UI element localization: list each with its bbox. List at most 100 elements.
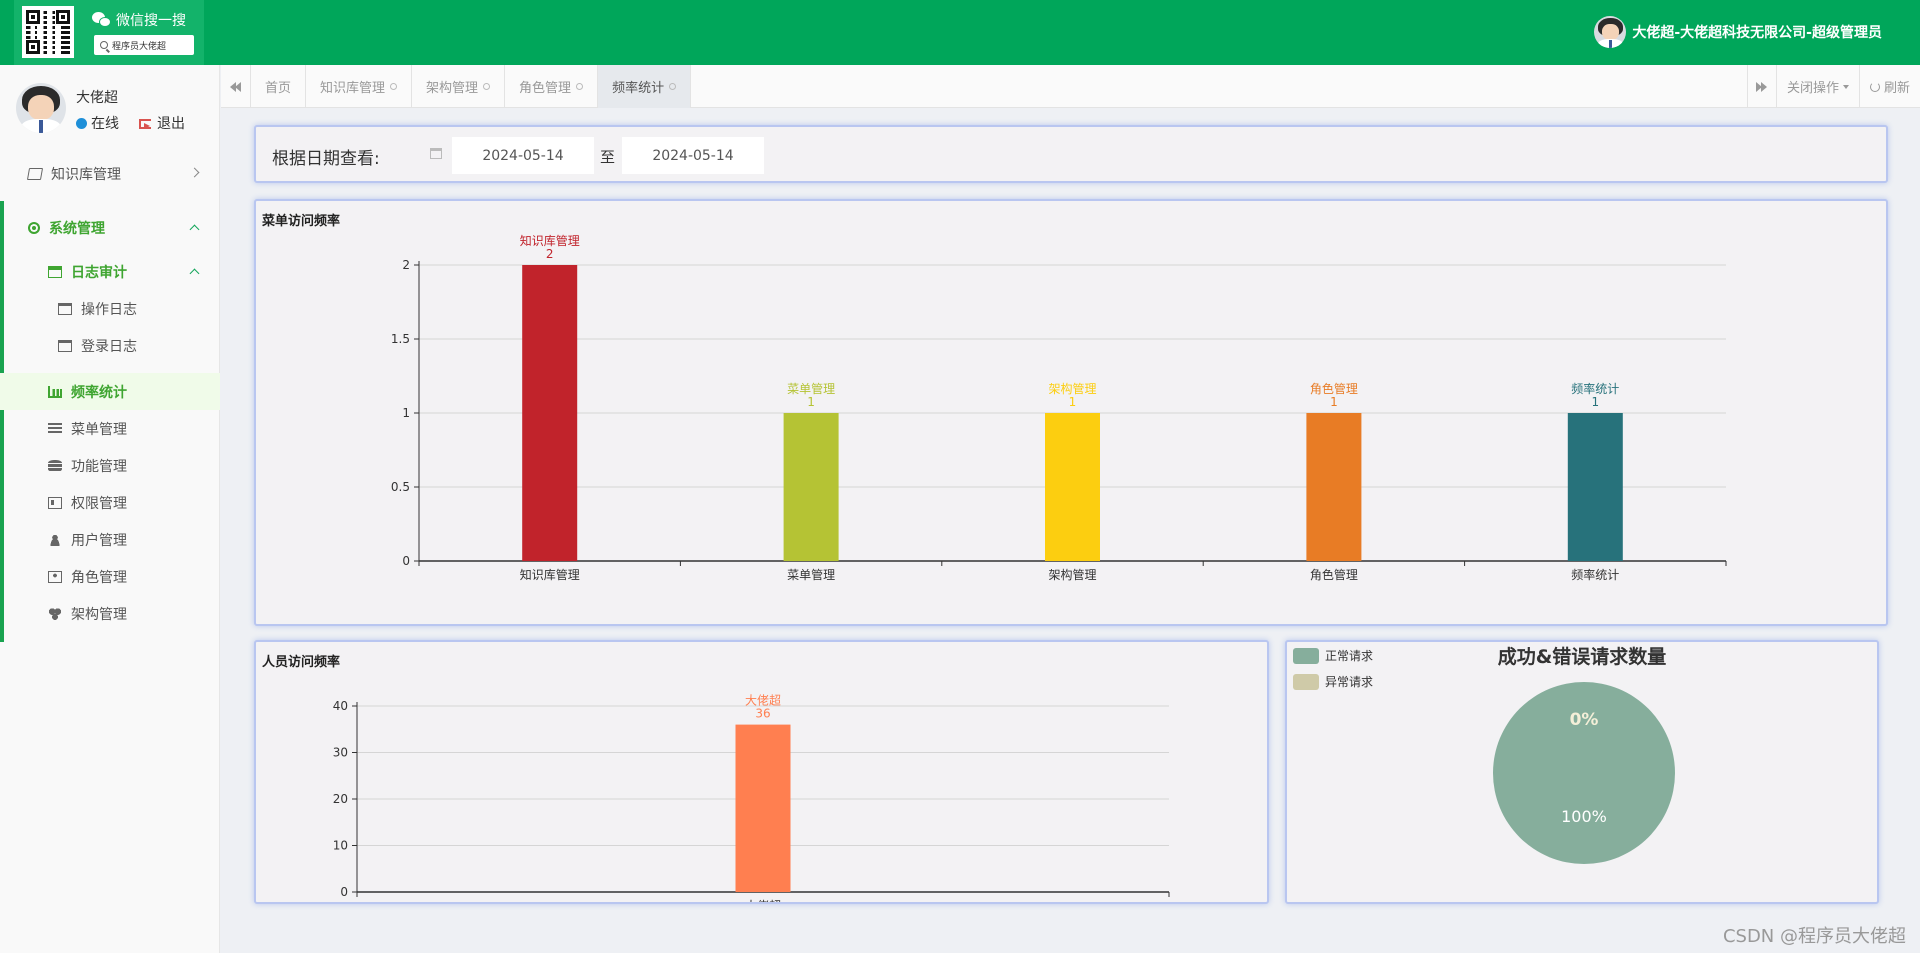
y-tick-label: 10 bbox=[333, 839, 348, 853]
bar-value-label: 2 bbox=[546, 247, 554, 261]
bar-value-label: 1 bbox=[1330, 395, 1338, 409]
pie-label: 100% bbox=[1561, 807, 1607, 826]
bar-value-label: 1 bbox=[807, 395, 815, 409]
watermark: CSDN @程序员大佬超 bbox=[1722, 926, 1906, 947]
sidebar-item-label: 知识库管理 bbox=[51, 166, 121, 183]
book-icon bbox=[26, 167, 44, 180]
logout-icon bbox=[139, 119, 151, 129]
refresh-label: 刷新 bbox=[1883, 81, 1910, 96]
header-user-title: 大佬超-大佬超科技无限公司-超级管理员 bbox=[1632, 25, 1882, 41]
sidebar: 大佬超 在线 退出 知识库管理 系统管理 日志审计 操作日志 登录日志 bbox=[0, 65, 220, 953]
tab-knowledge-base[interactable]: 知识库管理 bbox=[306, 65, 413, 108]
tab-org-mgmt[interactable]: 架构管理 bbox=[412, 65, 506, 108]
sidebar-menu: 知识库管理 系统管理 日志审计 操作日志 登录日志 频率统计 菜单管理 bbox=[0, 155, 220, 632]
tab-scroll-left-button[interactable] bbox=[221, 65, 251, 108]
tab-scroll-right-button[interactable] bbox=[1746, 65, 1776, 108]
sidebar-item-label: 用户管理 bbox=[71, 532, 127, 549]
start-date-input[interactable] bbox=[452, 137, 594, 174]
tab-role-mgmt[interactable]: 角色管理 bbox=[505, 65, 599, 108]
sidebar-item-menu-mgmt[interactable]: 菜单管理 bbox=[0, 410, 220, 447]
x-tick-label: 大佬超 bbox=[745, 898, 781, 902]
legend-swatch bbox=[1293, 648, 1319, 664]
tab-home[interactable]: 首页 bbox=[251, 65, 307, 108]
bar-chart-icon bbox=[48, 385, 62, 398]
sidebar-item-label: 菜单管理 bbox=[71, 421, 127, 438]
sidebar-item-log-audit[interactable]: 日志审计 bbox=[0, 253, 220, 290]
sidebar-item-org-mgmt[interactable]: 架构管理 bbox=[0, 595, 220, 632]
x-tick-label: 菜单管理 bbox=[787, 567, 835, 582]
sidebar-item-knowledge-base[interactable]: 知识库管理 bbox=[0, 155, 220, 192]
x-tick-label: 角色管理 bbox=[1310, 567, 1358, 582]
y-tick-label: 0 bbox=[340, 885, 348, 899]
date-separator: 至 bbox=[600, 148, 616, 166]
y-tick-label: 0.5 bbox=[391, 480, 410, 494]
menu-frequency-chart-panel: 菜单访问频率 0 0.5 1 1.5 2 知识库管理 2 知识库管理 菜单管理 1 菜单管理 架构管理… bbox=[254, 199, 1888, 626]
sidebar-item-role-mgmt[interactable]: 角色管理 bbox=[0, 558, 220, 595]
pie-title: 成功&错误请求数量 bbox=[1498, 645, 1667, 668]
tab-label: 角色管理 bbox=[519, 81, 572, 96]
database-icon bbox=[48, 459, 62, 472]
chart-title: 菜单访问频率 bbox=[262, 214, 341, 229]
close-icon[interactable] bbox=[576, 83, 584, 90]
sidebar-item-frequency-stats[interactable]: 频率统计 bbox=[0, 373, 220, 410]
bar bbox=[735, 724, 791, 892]
bar bbox=[1306, 413, 1362, 561]
sidebar-item-operation-log[interactable]: 操作日志 bbox=[0, 290, 220, 327]
cubes-icon bbox=[48, 607, 62, 620]
header-user-menu[interactable]: 大佬超-大佬超科技无限公司-超级管理员 bbox=[1594, 16, 1882, 48]
sidebar-item-function-mgmt[interactable]: 功能管理 bbox=[0, 447, 220, 484]
bar-category-label: 架构管理 bbox=[1048, 381, 1096, 396]
chevron-up-icon bbox=[189, 268, 200, 279]
calendar-icon bbox=[48, 265, 62, 278]
refresh-button[interactable]: 刷新 bbox=[1858, 65, 1920, 108]
close-icon[interactable] bbox=[483, 83, 491, 90]
online-label: 在线 bbox=[91, 116, 119, 132]
bar bbox=[1045, 413, 1100, 561]
sidebar-item-label: 权限管理 bbox=[71, 495, 127, 512]
user-name: 大佬超 bbox=[76, 90, 118, 106]
close-operations-dropdown[interactable]: 关闭操作 bbox=[1775, 65, 1859, 108]
tab-frequency-stats[interactable]: 频率统计 bbox=[598, 65, 692, 108]
tab-label: 首页 bbox=[265, 81, 292, 96]
menu-frequency-chart: 00.511.52知识库管理2知识库管理菜单管理1菜单管理架构管理1架构管理角色… bbox=[391, 233, 1727, 582]
wechat-search-box[interactable]: 程序员大佬超 bbox=[94, 35, 194, 55]
active-section-bar bbox=[0, 201, 4, 642]
online-status: 在线 bbox=[76, 113, 119, 133]
sidebar-item-login-log[interactable]: 登录日志 bbox=[0, 327, 220, 364]
legend-swatch bbox=[1293, 674, 1319, 690]
bar bbox=[522, 265, 578, 561]
logout-link[interactable]: 退出 bbox=[139, 113, 185, 133]
gear-icon bbox=[28, 221, 40, 234]
wechat-title-text: 微信搜一搜 bbox=[116, 13, 186, 29]
user-card-icon bbox=[48, 570, 62, 583]
avatar bbox=[16, 83, 66, 133]
bar-category-label: 大佬超 bbox=[745, 693, 781, 708]
sidebar-item-system[interactable]: 系统管理 bbox=[0, 209, 220, 246]
x-tick-label: 频率统计 bbox=[1571, 567, 1619, 582]
x-tick-label: 知识库管理 bbox=[520, 567, 580, 582]
logout-label: 退出 bbox=[157, 116, 185, 132]
list-icon bbox=[48, 422, 62, 435]
close-icon[interactable] bbox=[669, 83, 677, 90]
bar-category-label: 角色管理 bbox=[1310, 381, 1358, 396]
bar bbox=[783, 413, 839, 561]
tabs: 首页 知识库管理 架构管理 角色管理 频率统计 bbox=[251, 65, 692, 108]
y-tick-label: 2 bbox=[402, 258, 410, 272]
wechat-icon bbox=[92, 12, 112, 28]
double-chevron-right-icon bbox=[1755, 81, 1768, 92]
bar-category-label: 知识库管理 bbox=[520, 233, 580, 248]
sidebar-item-label: 系统管理 bbox=[49, 220, 105, 237]
end-date-input[interactable] bbox=[622, 137, 764, 174]
y-tick-label: 1.5 bbox=[391, 332, 410, 346]
sidebar-item-permission-mgmt[interactable]: 权限管理 bbox=[0, 484, 220, 521]
close-icon[interactable] bbox=[390, 83, 398, 90]
tab-label: 架构管理 bbox=[426, 81, 479, 96]
user-frequency-chart: 010203040大佬超36大佬超 bbox=[333, 693, 1170, 902]
calendar-check-icon bbox=[58, 302, 72, 315]
chevron-up-icon bbox=[189, 224, 200, 235]
user-icon bbox=[48, 533, 62, 546]
tab-actions: 关闭操作 刷新 bbox=[1746, 65, 1920, 108]
brand-block: 微信搜一搜 程序员大佬超 bbox=[14, 0, 204, 65]
sidebar-item-user-mgmt[interactable]: 用户管理 bbox=[0, 521, 220, 558]
